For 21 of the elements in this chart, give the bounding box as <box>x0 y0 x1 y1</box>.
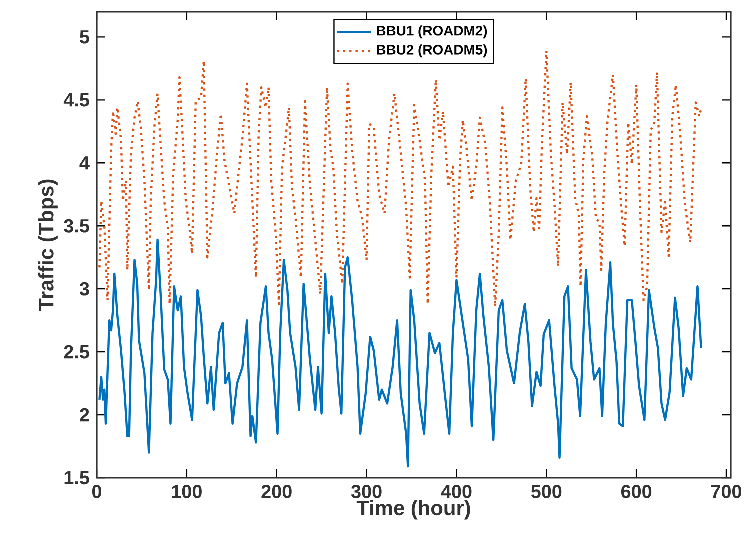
x-tick-label: 0 <box>92 485 102 498</box>
y-tick-label: 3 <box>80 282 90 296</box>
x-tick-label: 700 <box>712 485 742 498</box>
y-tick-label: 1.5 <box>64 471 90 485</box>
legend-label: BBU2 (ROADM5) <box>377 44 488 58</box>
x-tick-label: 600 <box>621 485 652 498</box>
line-series <box>98 238 702 468</box>
legend-label: BBU1 (ROADM2) <box>377 26 488 39</box>
x-tick-label: 500 <box>531 485 562 498</box>
y-tick-label: 4 <box>80 156 90 170</box>
y-tick-label: 4.5 <box>64 94 90 107</box>
y-tick-label: 5 <box>80 30 90 44</box>
x-tick-label: 400 <box>441 485 472 498</box>
y-tick-label: 2.5 <box>64 345 90 359</box>
x-axis-title: Time (hour) <box>356 500 470 520</box>
y-tick-label: 3.5 <box>64 219 90 233</box>
y-axis-title: Traffic (Tbps) <box>38 180 58 312</box>
y-tick-label: 2 <box>80 408 90 422</box>
x-tick-label: 100 <box>172 485 202 498</box>
x-tick-label: 200 <box>262 485 292 498</box>
x-tick-label: 300 <box>351 485 382 498</box>
